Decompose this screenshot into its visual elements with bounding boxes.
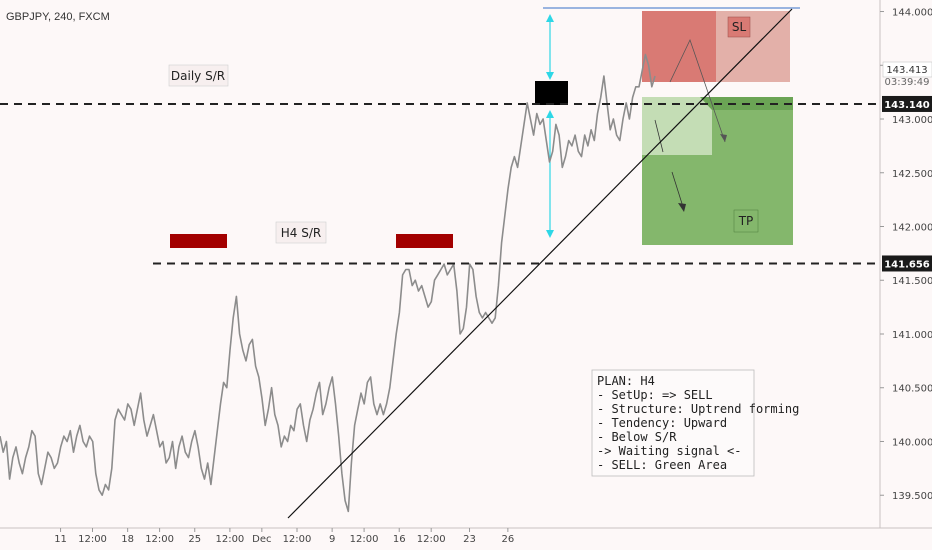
arrow-down-icon [546, 72, 554, 80]
y-tick-label: 142.000 [892, 223, 932, 234]
x-tick-label: 18 [121, 534, 134, 545]
h4-marker-1[interactable] [170, 234, 227, 248]
x-tick-label: 12:00 [145, 534, 174, 545]
plan-note-line: PLAN: H4 [597, 374, 655, 388]
y-tick-label: 142.500 [892, 169, 932, 180]
arrow-head-icon [720, 134, 727, 142]
x-tick-label: 25 [188, 534, 201, 545]
y-tick-label: 144.000 [892, 8, 932, 19]
arrow-head-icon [678, 203, 686, 212]
h4-marker-2[interactable] [396, 234, 453, 248]
x-tick-label: 9 [329, 534, 335, 545]
projected-path-1 [654, 119, 664, 153]
tp-label-box [733, 209, 759, 233]
symbol-title: GBPJPY, 240, FXCM [6, 11, 110, 23]
h4-sr-label: H4 S/R [281, 226, 321, 240]
x-tick-label: 12:00 [350, 534, 379, 545]
countdown-label: 03:39:49 [885, 77, 930, 88]
levels: 143.140 141.656 [0, 95, 932, 272]
plan-note-line: - Below S/R [597, 430, 677, 444]
arrow-up-icon [546, 14, 554, 22]
x-tick-label: 16 [393, 534, 406, 545]
x-tick-label: 23 [463, 534, 476, 545]
level-price-label: 141.656 [884, 259, 930, 270]
sl-label: SL [732, 20, 747, 34]
level-price-label: 143.140 [884, 100, 930, 111]
uptrend-line[interactable] [287, 8, 793, 519]
y-tick-label: 141.000 [892, 330, 932, 341]
x-tick-label: 26 [501, 534, 514, 545]
sl-label-box [727, 16, 751, 38]
level-price-badge [882, 95, 932, 112]
arrow-up-icon [546, 110, 554, 118]
x-tick-label: 12:00 [215, 534, 244, 545]
daily-sr-label: Daily S/R [171, 69, 225, 83]
plan-note-lines: PLAN: H4- SetUp: => SELL- Structure: Upt… [597, 374, 799, 472]
y-tick-label: 141.500 [892, 276, 932, 287]
entry-marker[interactable] [535, 81, 568, 105]
current-price-badge [882, 61, 932, 78]
current-price-label: 143.413 [886, 65, 927, 76]
plan-note[interactable] [591, 369, 755, 477]
price-series-line[interactable] [0, 53, 656, 513]
level-price-badge [882, 255, 932, 272]
h4-sr-label-box [275, 221, 327, 244]
x-tick-label: 12:00 [283, 534, 312, 545]
axis-ticks: 144.000143.500143.000142.500142.000141.5… [54, 8, 932, 545]
y-tick-label: 143.000 [892, 115, 932, 126]
plan-note-line: - Structure: Uptrend forming [597, 402, 799, 416]
plan-note-line: - Tendency: Upward [597, 416, 727, 430]
plan-note-line: - SELL: Green Area [597, 458, 727, 472]
daily-sr-label-box [168, 64, 229, 87]
tp-zone-light [642, 97, 712, 155]
plan-note-line: - SetUp: => SELL [597, 388, 713, 402]
plan-note-line: -> Waiting signal <- [597, 444, 742, 458]
tp-label: TP [738, 214, 754, 228]
projected-path-upper [669, 38, 726, 143]
x-tick-label: Dec [252, 534, 271, 545]
x-tick-label: 12:00 [417, 534, 446, 545]
y-tick-label: 139.500 [892, 491, 932, 502]
y-tick-label: 140.500 [892, 384, 932, 395]
x-tick-label: 12:00 [78, 534, 107, 545]
x-tick-label: 11 [54, 534, 67, 545]
y-tick-label: 140.000 [892, 437, 932, 448]
arrow-down-icon [546, 230, 554, 238]
